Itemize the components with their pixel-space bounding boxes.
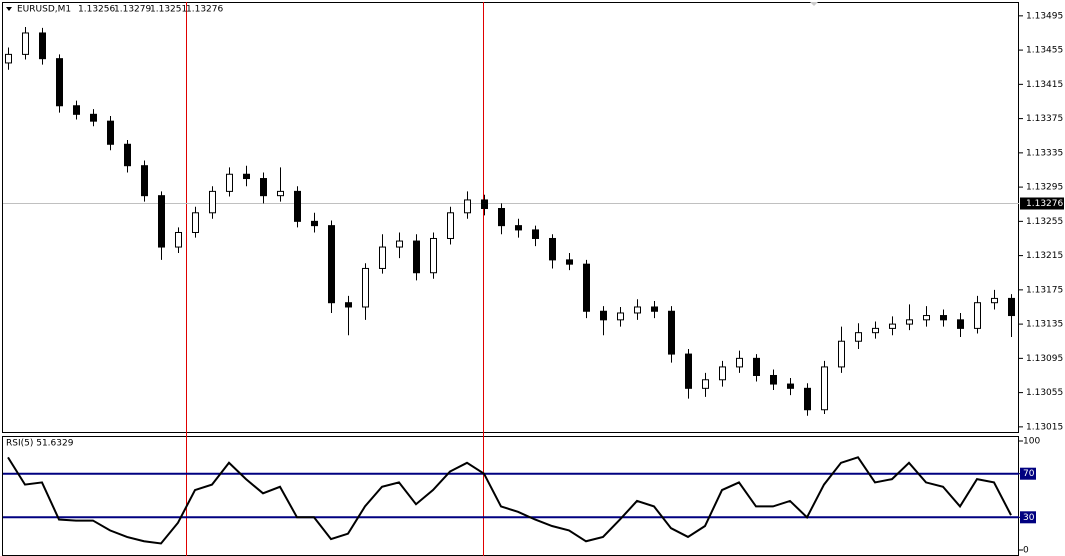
candle-body bbox=[566, 259, 573, 265]
candle-body bbox=[22, 32, 29, 55]
candle-body bbox=[209, 190, 216, 214]
y-tick-label: 70 bbox=[1023, 469, 1035, 479]
candle-body bbox=[498, 208, 505, 227]
candle-body bbox=[991, 297, 998, 304]
candle-body bbox=[277, 190, 284, 197]
last-price-label: 1.13276 bbox=[1026, 199, 1063, 209]
candle-body bbox=[107, 120, 114, 145]
candle-body bbox=[430, 237, 437, 274]
candle-body bbox=[770, 374, 777, 385]
ohlc-close: 1.13276 bbox=[186, 5, 223, 15]
y-tick-label: 1.13335 bbox=[1026, 148, 1063, 158]
candle-body bbox=[464, 199, 471, 214]
candle-body bbox=[90, 113, 97, 122]
candle-body bbox=[515, 225, 522, 231]
candle-body bbox=[617, 312, 624, 321]
y-tick-label: 1.13255 bbox=[1026, 217, 1063, 227]
candle-body bbox=[889, 323, 896, 329]
candle-body bbox=[260, 178, 267, 197]
symbol-title: EURUSD,M1 bbox=[17, 5, 71, 15]
y-tick-label: 1.13375 bbox=[1026, 114, 1063, 124]
y-tick-label: 1.13415 bbox=[1026, 80, 1063, 90]
candle-body bbox=[362, 267, 369, 308]
candle-body bbox=[736, 357, 743, 368]
candle-body bbox=[379, 246, 386, 269]
candle-body bbox=[396, 240, 403, 248]
candle-body bbox=[838, 340, 845, 368]
candle-body bbox=[294, 190, 301, 222]
candle-body bbox=[753, 357, 760, 376]
candle-body bbox=[141, 165, 148, 197]
candle-body bbox=[872, 327, 879, 334]
candle-body bbox=[5, 53, 12, 64]
candle-body bbox=[413, 240, 420, 274]
candle-body bbox=[1008, 297, 1015, 317]
candle-body bbox=[634, 306, 641, 314]
y-tick-label: 1.13015 bbox=[1026, 422, 1063, 432]
candle-body bbox=[583, 263, 590, 312]
y-tick-label: 1.13455 bbox=[1026, 46, 1063, 56]
candle-body bbox=[328, 225, 335, 304]
candle-body bbox=[906, 319, 913, 325]
level-box bbox=[1020, 467, 1036, 480]
candle-body bbox=[175, 231, 182, 248]
candle-body bbox=[685, 353, 692, 389]
candle-body bbox=[39, 32, 46, 60]
candle-body bbox=[532, 229, 539, 239]
y-tick-label: 1.13135 bbox=[1026, 320, 1063, 330]
rsi-line bbox=[7, 456, 1012, 545]
candle-body bbox=[923, 315, 930, 321]
y-tick-label: 1.13095 bbox=[1026, 354, 1063, 364]
candle-body bbox=[974, 302, 981, 329]
candle-body bbox=[226, 173, 233, 192]
ohlc-open: 1.13256 bbox=[78, 5, 115, 15]
y-tick-label: 30 bbox=[1023, 513, 1035, 523]
candle-body bbox=[481, 199, 488, 210]
price-pane bbox=[2, 2, 1019, 433]
level-box bbox=[1020, 511, 1036, 524]
candle-body bbox=[600, 310, 607, 321]
candle-body bbox=[787, 383, 794, 389]
menu-arrow[interactable] bbox=[6, 7, 12, 11]
candle-body bbox=[243, 173, 250, 180]
candle-body bbox=[158, 195, 165, 248]
ohlc-low: 1.13251 bbox=[150, 5, 187, 15]
y-tick-label: 100 bbox=[1023, 437, 1040, 447]
shift-marker bbox=[810, 2, 818, 6]
ohlc-high: 1.13279 bbox=[114, 5, 151, 15]
candle-body bbox=[311, 220, 318, 227]
candle-body bbox=[821, 366, 828, 411]
candle-body bbox=[56, 58, 63, 107]
candle-body bbox=[124, 143, 131, 167]
y-tick-label: 1.13495 bbox=[1026, 11, 1063, 21]
candle-body bbox=[447, 212, 454, 239]
candle-body bbox=[719, 366, 726, 381]
last-price-box bbox=[1020, 197, 1064, 210]
candle-body bbox=[804, 387, 811, 411]
y-tick-label: 1.13055 bbox=[1026, 388, 1063, 398]
candle-body bbox=[345, 302, 352, 308]
y-tick-label: 1.13215 bbox=[1026, 251, 1063, 261]
candle-body bbox=[702, 379, 709, 389]
candle-body bbox=[549, 237, 556, 261]
candle-body bbox=[940, 315, 947, 321]
candle-body bbox=[73, 105, 80, 115]
y-tick-label: 1.13295 bbox=[1026, 183, 1063, 193]
candle-body bbox=[855, 332, 862, 342]
candle-body bbox=[668, 310, 675, 355]
candle-body bbox=[957, 319, 964, 329]
rsi-title: RSI(5) 51.6329 bbox=[6, 439, 74, 449]
candle-body bbox=[651, 306, 658, 312]
y-tick-label: 1.13175 bbox=[1026, 285, 1063, 295]
y-tick-label: 0 bbox=[1023, 546, 1029, 556]
candle-body bbox=[192, 212, 199, 233]
